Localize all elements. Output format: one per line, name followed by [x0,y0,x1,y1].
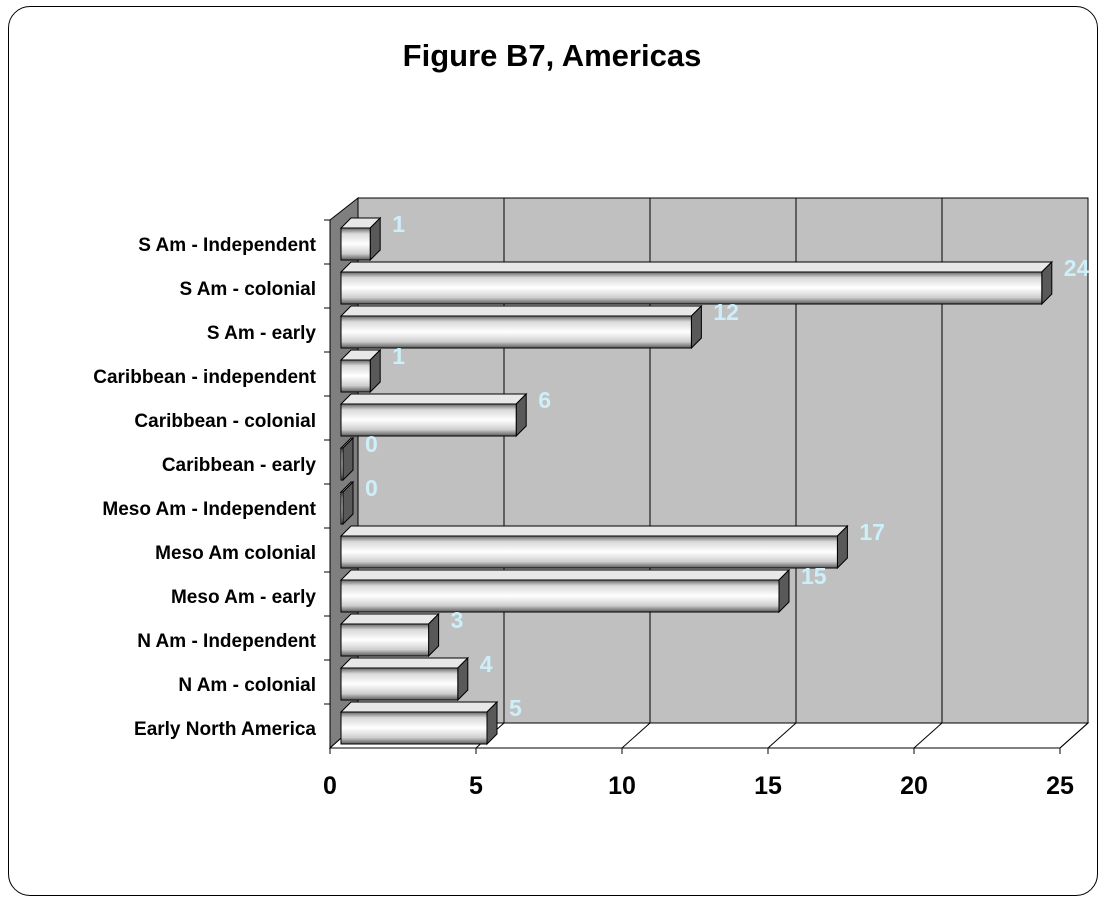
floor-gridline [1059,722,1089,749]
bar [339,700,499,746]
bar-front-face [340,227,371,261]
category-label: S Am - early [207,323,317,344]
bar-front-face [340,447,344,481]
floor-gridline [621,722,651,749]
bar-top-face [339,657,470,669]
bar-top-face [339,569,791,581]
bar-front-face [340,623,430,657]
data-label: 17 [859,519,885,545]
category-label: Meso Am colonial [155,543,316,564]
category-label: Meso Am - early [171,587,316,608]
bar [339,260,1054,306]
bar [339,304,703,350]
bar [339,216,382,262]
data-label: 4 [480,651,493,677]
bar-top-face [339,701,499,713]
bar [339,480,355,526]
data-label: 0 [365,475,378,501]
data-label: 15 [801,563,827,589]
bar-front-face [340,271,1043,305]
chart-title: Figure B7, Americas [402,38,702,73]
category-label: N Am - colonial [178,675,316,696]
x-tick-label: 0 [323,772,337,800]
data-label: 0 [365,431,378,457]
bar-front-face [340,667,459,701]
category-label: Caribbean - early [162,455,317,476]
bar-top-face [339,261,1054,273]
bar-top-face [339,393,528,405]
bar [339,436,355,482]
bar-front-face [340,579,780,613]
data-label: 5 [509,695,522,721]
bar [339,656,470,702]
x-tick-label: 5 [469,772,483,800]
x-tick-label: 25 [1046,772,1074,800]
data-label: 24 [1064,255,1090,281]
x-tick-label: 15 [754,772,782,800]
category-label: Caribbean - independent [93,367,316,388]
bar-front-face [340,359,371,393]
bar-top-face [339,525,849,537]
bar-front-face [340,535,838,569]
floor-gridline [913,722,943,749]
bar-front-face [340,711,488,745]
bar-top-face [339,613,440,625]
x-tick-label: 10 [608,772,636,800]
bar [339,348,382,394]
category-label: Caribbean - colonial [134,411,316,432]
category-label: S Am - colonial [179,279,316,300]
bar-front-face [340,403,517,437]
category-label: Early North America [134,719,316,740]
data-label: 12 [713,299,739,325]
bar [339,612,440,658]
data-label: 1 [392,343,405,369]
category-label: S Am - Independent [138,235,316,256]
data-label: 3 [451,607,464,633]
x-tick-label: 20 [900,772,928,800]
bar [339,392,528,438]
bar [339,568,791,614]
bar [339,524,849,570]
data-label: 6 [538,387,551,413]
bar-front-face [340,491,344,525]
bar-top-face [339,305,703,317]
bar-front-face [340,315,692,349]
floor-gridline [767,722,797,749]
category-label: N Am - Independent [137,631,316,652]
data-label: 1 [392,211,405,237]
category-label: Meso Am - Independent [102,499,316,520]
